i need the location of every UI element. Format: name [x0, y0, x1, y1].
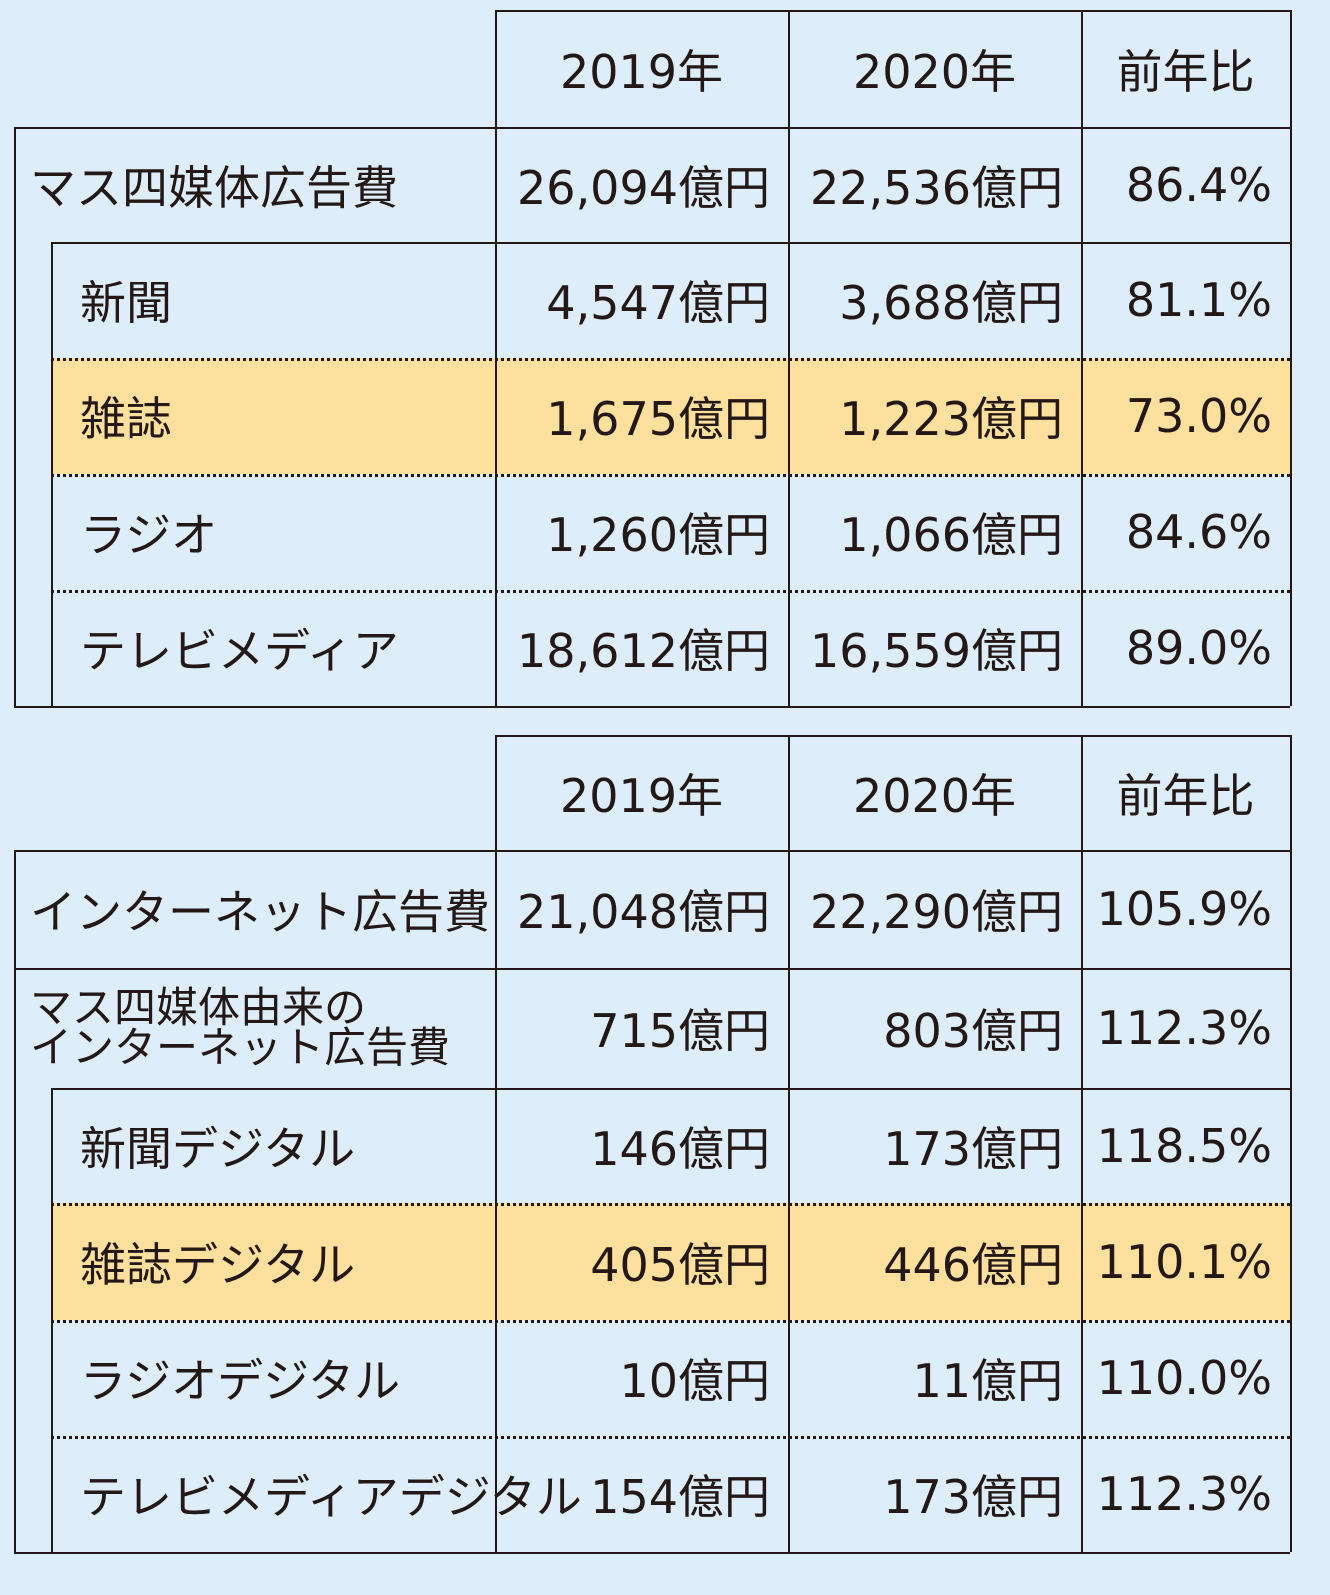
- amount-cell: 154億円: [590, 1470, 770, 1524]
- amount-cell: 405億円: [590, 1237, 770, 1292]
- highlight-band: [51, 358, 1290, 474]
- amount-cell: 173億円: [883, 1470, 1063, 1524]
- sub-indent-border: [51, 1088, 53, 1552]
- yoy-ratio-cell: 110.0%: [1096, 1351, 1272, 1405]
- column-border: [1081, 10, 1083, 706]
- amount-cell: 21,048億円: [517, 885, 770, 939]
- row-divider-dotted: [51, 474, 1290, 477]
- table-row: 雑誌デジタル 405億円 446億円 110.1%: [0, 1203, 1330, 1320]
- column-header: 2020年: [852, 44, 1017, 99]
- amount-cell: 803億円: [883, 1004, 1063, 1058]
- column-border: [1290, 735, 1292, 1552]
- row-divider: [51, 242, 1290, 244]
- row-label: ラジオデジタル: [80, 1354, 401, 1408]
- row-label: 新聞デジタル: [80, 1121, 356, 1176]
- amount-cell: 1,260億円: [546, 508, 770, 562]
- row-divider-dotted: [51, 1436, 1290, 1439]
- column-border: [1290, 10, 1292, 706]
- table-row: 雑誌 1,675億円 1,223億円 73.0%: [0, 358, 1330, 474]
- column-header: 2019年: [559, 44, 724, 99]
- amount-cell: 3,688億円: [839, 276, 1063, 330]
- header-top-border: [495, 735, 1290, 737]
- amount-cell: 1,675億円: [546, 392, 770, 446]
- amount-cell: 16,559億円: [810, 624, 1063, 678]
- row-label: 新聞: [80, 276, 172, 330]
- amount-cell: 446億円: [883, 1237, 1063, 1292]
- sub-indent-border: [51, 242, 53, 706]
- row-label-text: マス四媒体由来の インターネット広告費: [30, 983, 451, 1072]
- table-row: テレビメディアデジタル 154億円 173億円 112.3%: [0, 1436, 1330, 1552]
- column-border: [1081, 735, 1083, 1552]
- column-border: [495, 735, 497, 1552]
- row-label: 雑誌デジタル: [80, 1237, 356, 1292]
- amount-cell: 146億円: [590, 1121, 770, 1176]
- row-divider: [14, 968, 1290, 970]
- yoy-ratio-cell: 105.9%: [1096, 882, 1272, 936]
- column-header: 前年比: [1116, 768, 1255, 823]
- column-border: [788, 735, 790, 1552]
- column-header: 前年比: [1116, 44, 1255, 99]
- row-divider-dotted: [51, 1320, 1290, 1323]
- column-header: 2020年: [852, 768, 1017, 823]
- table-row: ラジオデジタル 10億円 11億円 110.0%: [0, 1320, 1330, 1436]
- yoy-ratio-cell: 110.1%: [1096, 1234, 1272, 1289]
- column-border: [495, 10, 497, 706]
- amount-cell: 1,223億円: [839, 392, 1063, 446]
- outer-left-border: [14, 850, 16, 1552]
- amount-cell: 22,536億円: [810, 160, 1063, 215]
- amount-cell: 10億円: [619, 1354, 770, 1408]
- column-border: [788, 10, 790, 706]
- highlight-band: [51, 1203, 1290, 1320]
- row-label: テレビメディア: [80, 624, 399, 678]
- outer-left-border: [14, 127, 16, 706]
- yoy-ratio-cell: 112.3%: [1096, 1467, 1272, 1521]
- mass-media-ad-table: 2019年 2020年 前年比マス四媒体広告費 26,094億円 22,536億円 86.…: [0, 0, 1330, 720]
- table-row: 新聞 4,547億円 3,688億円 81.1%: [0, 242, 1330, 358]
- header-row: 2019年 2020年 前年比: [0, 10, 1330, 127]
- row-divider-dotted: [51, 358, 1290, 361]
- row-label: インターネット広告費: [30, 885, 490, 939]
- yoy-ratio-cell: 73.0%: [1125, 389, 1272, 443]
- amount-cell: 18,612億円: [517, 624, 770, 678]
- yoy-ratio-cell: 84.6%: [1125, 505, 1272, 559]
- yoy-ratio-cell: 118.5%: [1096, 1118, 1272, 1173]
- row-divider-dotted: [51, 1203, 1290, 1206]
- amount-cell: 1,066億円: [839, 508, 1063, 562]
- table-row: テレビメディア 18,612億円 16,559億円 89.0%: [0, 590, 1330, 706]
- row-label: マス四媒体広告費: [30, 160, 398, 215]
- row-label: マス四媒体由来の インターネット広告費: [14, 968, 495, 1088]
- header-row: 2019年 2020年 前年比: [0, 735, 1330, 850]
- internet-ad-table: 2019年 2020年 前年比インターネット広告費 21,048億円 22,290億円 1…: [0, 735, 1330, 1595]
- row-divider-dotted: [51, 590, 1290, 593]
- amount-cell: 22,290億円: [810, 885, 1063, 939]
- table-row: インターネット広告費 21,048億円 22,290億円 105.9%: [0, 850, 1330, 968]
- yoy-ratio-cell: 81.1%: [1125, 273, 1272, 327]
- header-top-border: [495, 10, 1290, 12]
- body-top-border: [14, 850, 1290, 852]
- amount-cell: 11億円: [912, 1354, 1063, 1408]
- yoy-ratio-cell: 89.0%: [1125, 621, 1272, 675]
- table-bottom-border: [14, 706, 1290, 708]
- column-header: 2019年: [559, 768, 724, 823]
- row-label: テレビメディアデジタル: [80, 1470, 582, 1524]
- yoy-ratio-cell: 112.3%: [1096, 1001, 1272, 1055]
- amount-cell: 4,547億円: [546, 276, 770, 330]
- table-row: マス四媒体広告費 26,094億円 22,536億円 86.4%: [0, 127, 1330, 242]
- amount-cell: 26,094億円: [517, 160, 770, 215]
- table-bottom-border: [14, 1552, 1290, 1554]
- body-top-border: [14, 127, 1290, 129]
- table-row: ラジオ 1,260億円 1,066億円 84.6%: [0, 474, 1330, 590]
- amount-cell: 173億円: [883, 1121, 1063, 1176]
- row-label: 雑誌: [80, 392, 172, 446]
- table-row: マス四媒体由来の インターネット広告費 715億円 803億円 112.3%: [0, 968, 1330, 1088]
- amount-cell: 715億円: [590, 1004, 770, 1058]
- yoy-ratio-cell: 86.4%: [1125, 157, 1272, 212]
- table-row: 新聞デジタル 146億円 173億円 118.5%: [0, 1088, 1330, 1203]
- row-label: ラジオ: [80, 508, 218, 562]
- row-divider: [51, 1088, 1290, 1090]
